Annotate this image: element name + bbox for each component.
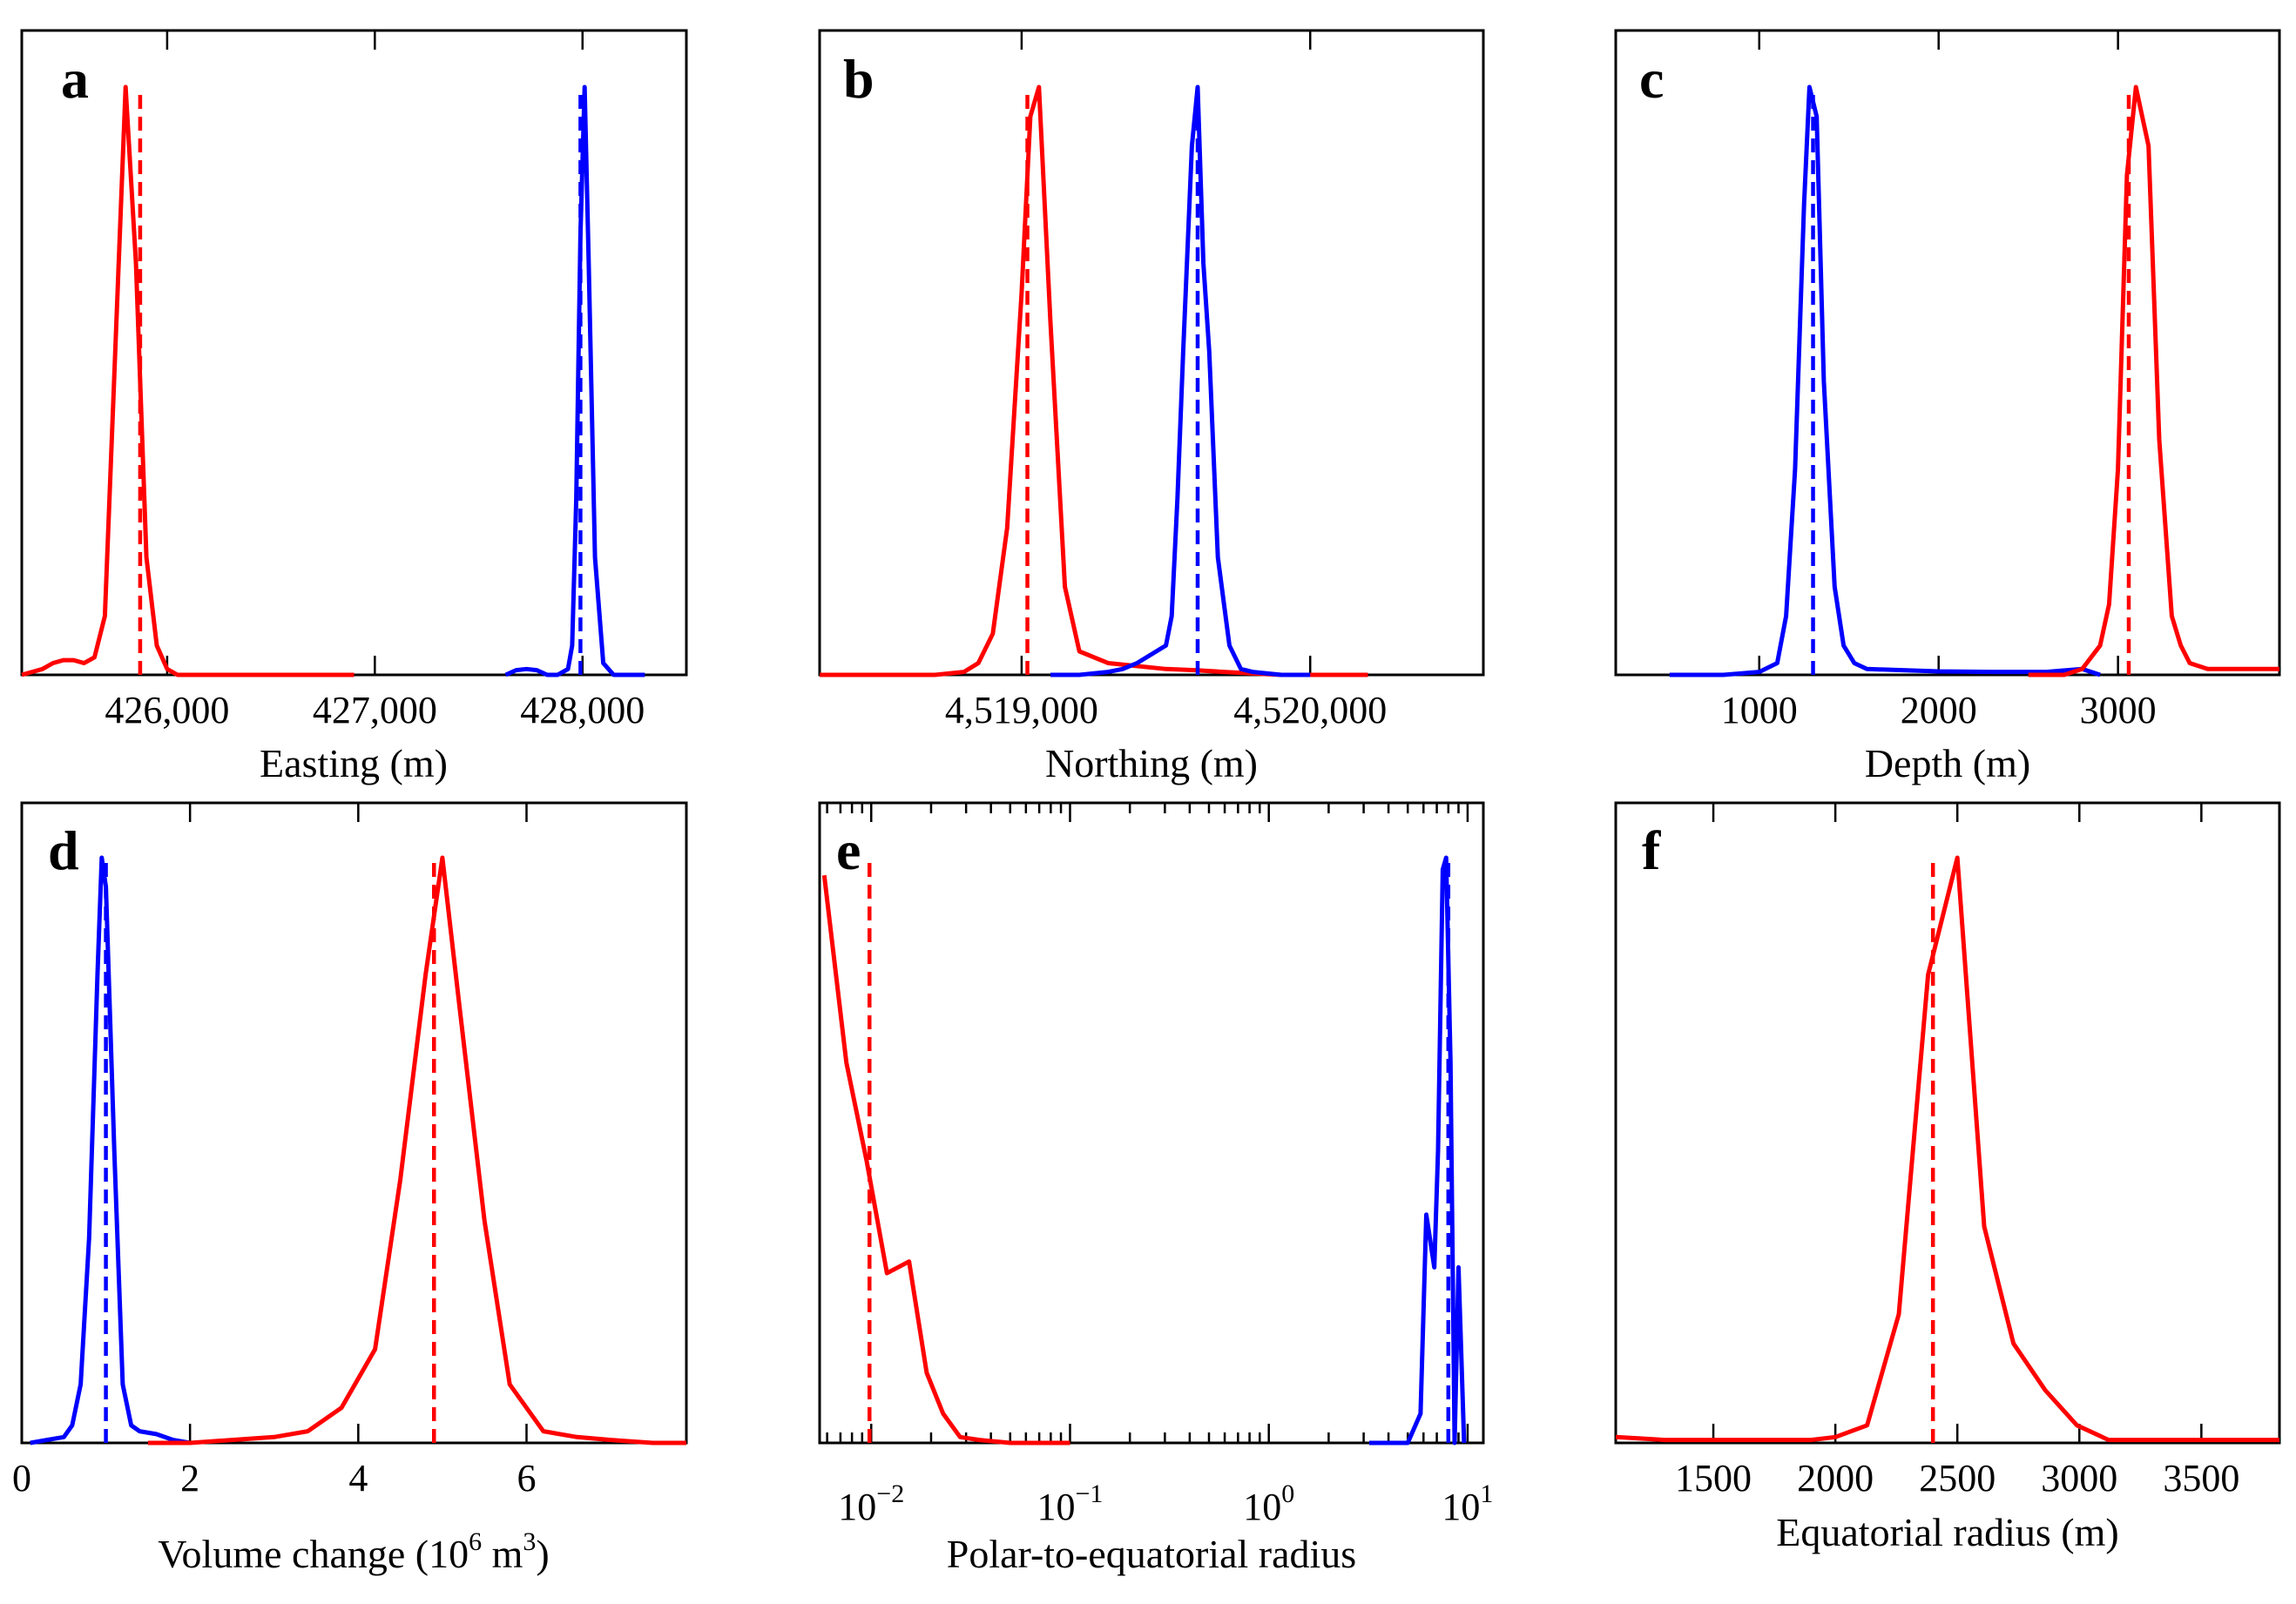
plot-frame-d [20, 801, 688, 1445]
x-tick-label-exp-e-3: 1 [1480, 1479, 1493, 1508]
series-line-c-blue [1669, 84, 2101, 677]
x-axis-label-d-sup2: 3 [523, 1527, 536, 1556]
x-axis-label-e: Polar-to-equatorial radius [947, 1532, 1356, 1576]
plot-frame-f [1614, 801, 2281, 1445]
series-line-e-blue [1369, 855, 1467, 1446]
x-axis-label-c: Depth (m) [1865, 741, 2030, 785]
x-tick-label-f-2: 2500 [1919, 1457, 1995, 1500]
series-line-a-blue [504, 84, 645, 677]
x-tick-label-exp-e-1: −1 [1076, 1479, 1104, 1508]
x-tick-label-d-1: 2 [180, 1457, 199, 1500]
x-tick-label-base-e-1: 10 [1037, 1486, 1076, 1528]
panel-letter-b: b [843, 48, 875, 110]
x-tick-label-f-3: 3000 [2041, 1457, 2117, 1500]
series-line-d-red [147, 855, 686, 1446]
series-line-e-red [821, 874, 1070, 1446]
series-line-d-blue [30, 855, 191, 1446]
x-tick-label-base-e-2: 10 [1243, 1486, 1281, 1528]
x-tick-label-b-0: 4,519,000 [945, 689, 1098, 731]
x-axis-label-d-part2: m [482, 1532, 523, 1576]
x-tick-label-base-e-0: 10 [838, 1486, 876, 1528]
x-tick-label-f-1: 2000 [1797, 1457, 1874, 1500]
panel-c: c Depth (m) 1000 2000 3000 [1614, 29, 2281, 785]
x-tick-label-e-3: 101 [1442, 1479, 1493, 1528]
x-axis-label-a: Easting (m) [260, 741, 448, 785]
panel-letter-e: e [836, 819, 861, 881]
plot-frame-e [818, 801, 1485, 1445]
series-line-b-red [820, 84, 1368, 677]
x-tick-label-c-1: 2000 [1901, 689, 1977, 731]
series-line-b-blue [1050, 84, 1311, 677]
plot-frame-b [818, 29, 1485, 677]
series-line-c-red [2028, 84, 2279, 677]
panel-b: b Northing (m) 4,519,000 4,520,000 [818, 29, 1485, 785]
x-tick-label-d-2: 4 [348, 1457, 368, 1500]
x-tick-label-d-3: 6 [517, 1457, 536, 1500]
x-tick-label-d-0: 0 [12, 1457, 31, 1500]
x-tick-label-a-1: 427,000 [313, 689, 437, 731]
x-tick-label-c-0: 1000 [1721, 689, 1798, 731]
x-tick-label-f-0: 1500 [1675, 1457, 1752, 1500]
panel-a: a Easting (m) 426,000 427,000 428,000 [20, 29, 688, 785]
plot-frame-c [1614, 29, 2281, 677]
x-tick-label-e-1: 10−1 [1037, 1479, 1104, 1528]
x-axis-label-b: Northing (m) [1045, 741, 1258, 785]
x-tick-label-a-2: 428,000 [520, 689, 645, 731]
x-tick-label-base-e-3: 10 [1442, 1486, 1480, 1528]
panel-letter-c: c [1639, 48, 1664, 110]
x-tick-label-f-4: 3500 [2163, 1457, 2239, 1500]
panel-e: e Polar-to-equatorial radius 10−2 10−1 100… [818, 801, 1493, 1576]
x-axis-label-d-part3: ) [536, 1532, 549, 1576]
x-tick-label-b-1: 4,520,000 [1233, 689, 1387, 731]
panel-letter-f: f [1642, 819, 1661, 881]
panel-letter-d: d [48, 819, 79, 881]
x-axis-label-f: Equatorial radius (m) [1776, 1510, 2118, 1554]
x-axis-label-d-part1: Volume change (10 [158, 1532, 469, 1576]
x-axis-label-d-sup1: 6 [469, 1527, 482, 1556]
x-tick-label-a-0: 426,000 [105, 689, 229, 731]
panel-letter-a: a [61, 48, 89, 110]
x-tick-label-e-2: 100 [1243, 1479, 1294, 1528]
series-line-f-red [1615, 855, 2279, 1443]
x-tick-label-e-0: 10−2 [838, 1479, 904, 1528]
x-tick-label-c-2: 3000 [2080, 689, 2157, 731]
series-line-a-red [21, 84, 355, 677]
x-tick-label-exp-e-0: −2 [876, 1479, 904, 1508]
x-tick-label-exp-e-2: 0 [1281, 1479, 1294, 1508]
x-axis-label-d: Volume change (106 m3) [158, 1527, 549, 1576]
panel-f: f Equatorial radius (m) 1500 2000 2500 3000… [1614, 801, 2281, 1554]
